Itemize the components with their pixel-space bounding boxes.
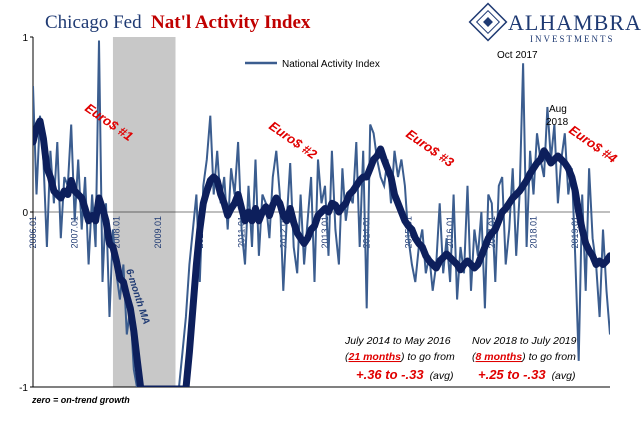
note1-line2: (21 months) to go from — [345, 351, 455, 363]
note2-line3: +.25 to -.33 (avg) — [478, 367, 576, 382]
note1-line1: July 2014 to May 2016 — [344, 335, 451, 347]
y-tick-label: -1 — [19, 383, 28, 394]
annotation-euro3: Euro$ #3 — [403, 126, 457, 170]
annotation-oct2017: Oct 2017 — [497, 50, 538, 61]
x-tick-label: 2018.01 — [529, 216, 539, 249]
x-tick-label: 2009.01 — [153, 216, 163, 249]
x-tick-label: 2014.01 — [362, 216, 372, 249]
x-tick-label: 2013.01 — [320, 216, 330, 249]
y-tick-label: 1 — [22, 33, 28, 44]
chart-title: Chicago Fed Nat'l Activity Index — [45, 12, 311, 33]
x-tick-label: 2008.01 — [111, 216, 121, 249]
x-tick-label: 2006.01 — [28, 216, 38, 249]
series-line-6-month-ma — [33, 117, 610, 387]
x-tick-label: 2016.01 — [445, 216, 455, 249]
alhambra-logo: ALHAMBRA INVESTMENTS — [468, 2, 641, 44]
annotation-euro2: Euro$ #2 — [266, 118, 320, 162]
chart-title-part2: Nat'l Activity Index — [151, 12, 311, 33]
chart-title-part1: Chicago Fed — [45, 12, 142, 33]
note-2018-2019: Nov 2018 to July 2019 (8 months) to go f… — [472, 335, 577, 382]
logo-diamond-icon — [468, 2, 508, 42]
note1-line3: +.36 to -.33 (avg) — [356, 367, 454, 382]
note2-line2: (8 months) to go from — [472, 351, 576, 363]
y-ticks: 1 0 -1 — [19, 33, 33, 394]
x-tick-label: 2007.01 — [70, 216, 80, 249]
logo-sub: INVESTMENTS — [530, 34, 615, 44]
x-tick-label: 2012.01 — [278, 216, 288, 249]
annotation-euro4: Euro$ #4 — [566, 122, 620, 166]
logo-name: ALHAMBRA — [508, 10, 641, 35]
legend-label: National Activity Index — [282, 59, 380, 70]
note2-line1: Nov 2018 to July 2019 — [472, 335, 577, 347]
legend: National Activity Index — [245, 59, 380, 70]
plot-area: 10-1 2006.01 2007.01 2008.01 2009.01 2010.01… — [19, 33, 610, 394]
annotation-aug: Aug — [549, 104, 567, 115]
note-2014-2016: July 2014 to May 2016 (21 months) to go … — [344, 335, 455, 382]
y-tick-label: 0 — [22, 208, 28, 219]
footnote: zero = on-trend growth — [31, 395, 130, 405]
annotation-2018: 2018 — [546, 117, 569, 128]
